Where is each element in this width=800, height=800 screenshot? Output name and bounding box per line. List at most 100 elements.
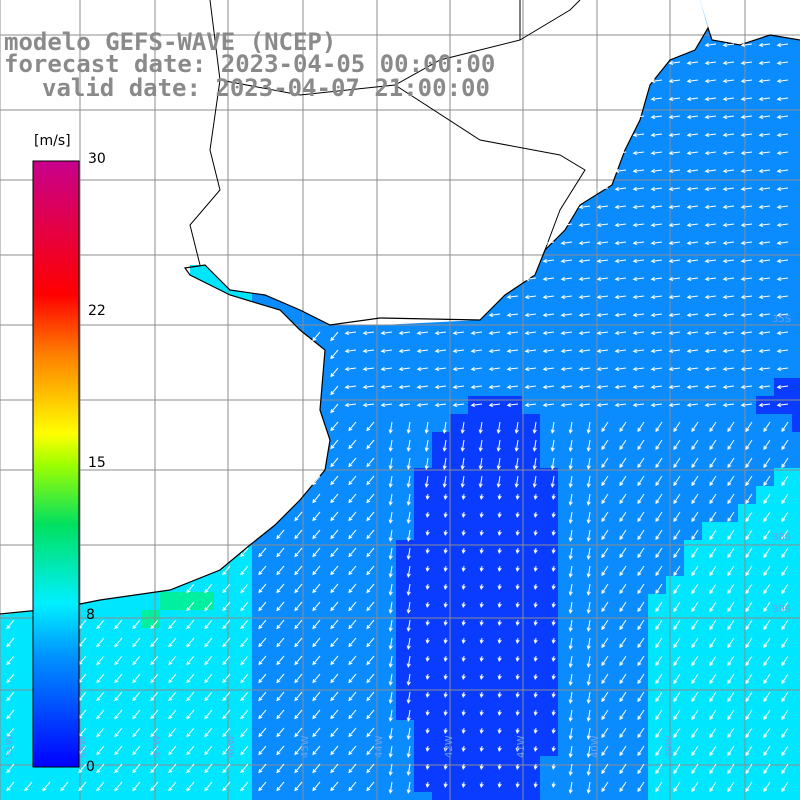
wind-arrow-head bbox=[560, 348, 566, 354]
wind-arrow-head bbox=[650, 78, 656, 84]
wind-arrow-head bbox=[650, 150, 656, 156]
ocean-cell bbox=[792, 288, 800, 306]
wind-arrow-head bbox=[294, 750, 299, 756]
wind-arrow bbox=[363, 349, 375, 352]
wind-arrow-head bbox=[560, 330, 566, 336]
wind-arrow bbox=[651, 187, 663, 190]
wind-arrow-head bbox=[488, 366, 494, 372]
ocean-cell bbox=[774, 504, 792, 522]
wind-arrow bbox=[417, 331, 429, 334]
wind-arrow-head bbox=[745, 679, 750, 685]
wind-arrow bbox=[150, 709, 159, 719]
wind-arrow-head bbox=[515, 711, 520, 716]
ocean-cell bbox=[630, 720, 648, 738]
ocean-cell bbox=[468, 684, 486, 702]
wind-arrow bbox=[258, 547, 267, 557]
wind-arrow bbox=[777, 331, 789, 334]
wind-arrow-head bbox=[763, 733, 768, 739]
wind-arrow bbox=[673, 763, 681, 774]
wind-arrow bbox=[691, 547, 699, 558]
wind-arrow bbox=[132, 727, 141, 737]
wind-arrow bbox=[561, 259, 573, 262]
wind-arrow bbox=[673, 511, 681, 522]
wind-arrow-head bbox=[524, 312, 530, 318]
wind-arrow bbox=[687, 403, 699, 406]
wind-arrow bbox=[673, 709, 681, 720]
wind-arrow-head bbox=[776, 330, 782, 336]
wind-arrow bbox=[294, 673, 303, 683]
wind-arrow-head bbox=[442, 447, 447, 452]
ocean-cell bbox=[180, 792, 198, 800]
wind-arrow bbox=[759, 133, 771, 136]
wind-arrow-head bbox=[366, 732, 371, 738]
ocean-cell bbox=[414, 720, 432, 738]
lon-label: 47W bbox=[152, 735, 163, 758]
wind-arrow-head bbox=[240, 678, 245, 684]
ocean-cell bbox=[720, 720, 738, 738]
wind-arrow bbox=[471, 331, 483, 334]
wind-arrow-head bbox=[722, 240, 728, 246]
wind-arrow bbox=[425, 421, 429, 433]
wind-arrow bbox=[515, 439, 519, 451]
wind-arrow bbox=[150, 763, 159, 773]
ocean-cell bbox=[324, 792, 342, 800]
ocean-cell bbox=[720, 792, 738, 800]
ocean-cell bbox=[414, 648, 432, 666]
wind-arrow bbox=[345, 367, 357, 370]
wind-arrow-head bbox=[406, 519, 411, 524]
wind-arrow-head bbox=[550, 483, 555, 488]
wind-arrow bbox=[687, 367, 699, 370]
wind-arrow bbox=[489, 331, 501, 334]
ocean-cell bbox=[594, 414, 612, 432]
wind-arrow bbox=[222, 673, 231, 683]
wind-arrow-head bbox=[443, 747, 448, 752]
wind-arrow-head bbox=[406, 645, 411, 650]
wind-arrow bbox=[515, 475, 519, 487]
wind-arrow-head bbox=[258, 570, 263, 576]
wind-arrow bbox=[489, 385, 501, 388]
ocean-cell bbox=[360, 576, 378, 594]
wind-arrow-head bbox=[586, 483, 591, 488]
ocean-cell bbox=[360, 702, 378, 720]
wind-arrow bbox=[168, 673, 177, 683]
wind-arrow bbox=[60, 781, 69, 791]
ocean-cell bbox=[684, 738, 702, 756]
wind-arrow bbox=[471, 385, 483, 388]
wind-arrow bbox=[619, 457, 627, 468]
ocean-cell bbox=[450, 486, 468, 504]
wind-arrow-head bbox=[614, 204, 620, 210]
wind-arrow-head bbox=[650, 222, 656, 228]
wind-arrow bbox=[637, 565, 645, 576]
wind-arrow-head bbox=[366, 498, 371, 504]
wind-arrow bbox=[569, 439, 573, 451]
ocean-cell bbox=[378, 450, 396, 468]
wind-arrow bbox=[366, 439, 375, 449]
wind-arrow-head bbox=[586, 627, 591, 632]
wind-arrow-head bbox=[673, 571, 678, 577]
ocean-cell bbox=[792, 90, 800, 108]
wind-arrow bbox=[763, 529, 771, 540]
wind-arrow-head bbox=[619, 607, 624, 613]
wind-arrow-head bbox=[763, 625, 768, 631]
wind-arrow bbox=[276, 637, 285, 647]
wind-arrow-head bbox=[132, 750, 137, 756]
wind-arrow bbox=[168, 781, 177, 791]
wind-arrow bbox=[633, 349, 645, 352]
wind-arrow-head bbox=[424, 429, 429, 434]
ocean-cell bbox=[0, 738, 18, 756]
wind-arrow bbox=[615, 151, 627, 154]
wind-arrow-head bbox=[691, 481, 696, 487]
wind-arrow bbox=[330, 565, 339, 575]
wind-arrow bbox=[687, 97, 699, 100]
wind-arrow bbox=[330, 457, 339, 467]
wind-arrow bbox=[745, 457, 753, 468]
wind-arrow bbox=[687, 133, 699, 136]
wind-arrow bbox=[655, 601, 663, 612]
ocean-cell bbox=[288, 576, 306, 594]
wind-arrow-head bbox=[691, 445, 696, 451]
wind-arrow-head bbox=[637, 787, 642, 793]
wind-arrow-head bbox=[114, 624, 119, 630]
wind-arrow bbox=[312, 673, 321, 683]
wind-arrow-head bbox=[691, 535, 696, 541]
wind-arrow bbox=[651, 385, 663, 388]
